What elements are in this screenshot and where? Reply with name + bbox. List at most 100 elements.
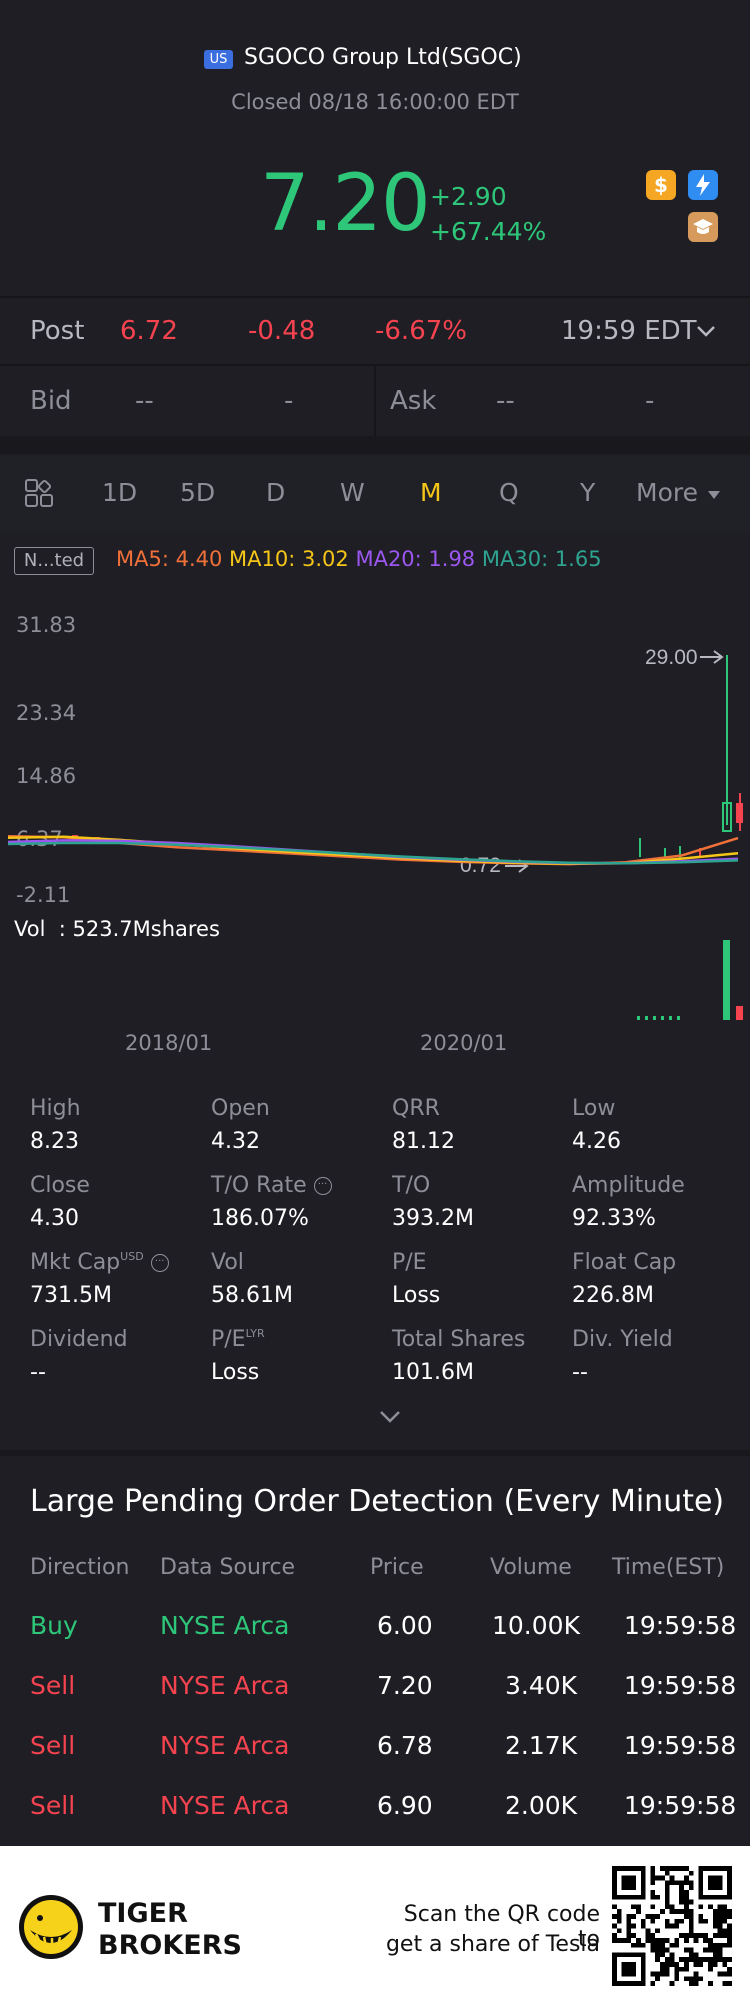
lightning-icon[interactable] — [688, 170, 718, 200]
ma20-label: MA20: 1.98 — [355, 547, 476, 571]
volume-bar — [653, 1016, 656, 1020]
bid-ask-row: Bid -- - Ask -- - — [0, 366, 750, 436]
quote-header: US SGOCO Group Ltd(SGOC) Closed 08/18 16… — [0, 0, 750, 296]
stat-open: Open 4.32 — [211, 1096, 270, 1154]
scan-caption-2: get a share of Tesla — [385, 1932, 600, 1957]
col-time: Time(EST) — [612, 1555, 725, 1580]
y-tick-label: 31.83 — [16, 613, 77, 637]
stat-qrr: QRR 81.12 — [392, 1096, 455, 1154]
order-row: Buy NYSE Arca 6.00 10.00K 19:59:58 — [30, 1611, 737, 1640]
post-price: 6.72 — [120, 316, 178, 346]
volume-bar — [669, 1016, 672, 1020]
market-status: Closed 08/18 16:00:00 EDT — [231, 90, 519, 114]
stat-pe: P/E Loss — [392, 1250, 441, 1308]
y-tick-label: 14.86 — [16, 764, 77, 788]
volume-bar — [677, 1016, 680, 1020]
brand-line-2: BROKERS — [98, 1930, 242, 1961]
bid-label: Bid — [30, 386, 72, 416]
brand-line-1: TIGER — [98, 1898, 188, 1929]
stat-amplitude: Amplitude 92.33% — [572, 1173, 685, 1231]
low-marker-label: 0.72 — [460, 854, 501, 877]
stat-low: Low 4.26 — [572, 1096, 621, 1154]
lyr-superscript: LYR — [245, 1327, 265, 1340]
period-tabs: 1D 5D D W M Q Y More — [0, 456, 750, 532]
col-direction: Direction — [30, 1555, 130, 1580]
high-marker-arrow — [700, 650, 724, 664]
x-tick-label: 2018/01 — [125, 1031, 213, 1055]
ask-label: Ask — [390, 386, 437, 416]
candle — [722, 802, 732, 832]
tab-w[interactable]: W — [340, 478, 365, 507]
bid-size: - — [284, 386, 294, 416]
tiger-brokers-logo-icon — [19, 1895, 83, 1959]
post-market-row[interactable]: Post 6.72 -0.48 -6.67% 19:59 EDT — [0, 298, 750, 364]
tab-more[interactable]: More — [636, 478, 698, 507]
stat-to-rate[interactable]: T/O Rate ··· 186.07% — [211, 1173, 381, 1231]
y-tick-label: 23.34 — [16, 701, 77, 725]
y-tick-label: 6.37 — [16, 827, 63, 851]
chevron-down-icon[interactable] — [696, 324, 716, 338]
stat-vol: Vol 58.61M — [211, 1250, 293, 1308]
price-plot: 29.00 0.72 — [7, 646, 743, 877]
post-change: -0.48 — [248, 316, 316, 346]
tab-5d[interactable]: 5D — [180, 478, 216, 507]
ask-size: - — [645, 386, 655, 416]
tab-d[interactable]: D — [266, 478, 286, 507]
scan-caption-1: Scan the QR code to — [403, 1902, 600, 1952]
stat-high: High 8.23 — [30, 1096, 81, 1154]
market-badge: US — [204, 50, 233, 69]
y-tick-label: -2.11 — [16, 883, 71, 907]
kline-chart[interactable]: N...ted MA5: 4.40 MA10: 3.02 MA20: 1.98 … — [0, 535, 750, 1065]
volume-bar — [736, 1006, 743, 1020]
stat-mkt-cap[interactable]: Mkt CapUSD ··· 731.5M — [30, 1250, 200, 1308]
stat-div-yield: Div. Yield -- — [572, 1327, 673, 1385]
promo-footer: TIGER BROKERS Scan the QR code to get a … — [0, 1846, 750, 2007]
ma10-label: MA10: 3.02 — [229, 547, 349, 571]
large-orders-panel: Large Pending Order Detection (Every Min… — [0, 1456, 750, 1836]
stat-dividend: Dividend -- — [30, 1327, 128, 1385]
ma-legend: MA5: 4.40 MA10: 3.02 MA20: 1.98 MA30: 1.… — [116, 547, 602, 571]
order-row: Sell NYSE Arca 6.78 2.17K 19:59:58 — [30, 1731, 737, 1760]
volume-bar — [645, 1016, 648, 1020]
tab-1d[interactable]: 1D — [102, 478, 138, 507]
dollar-icon[interactable]: $ — [646, 170, 676, 200]
more-info-icon[interactable]: ··· — [313, 1177, 332, 1195]
qr-code-icon[interactable] — [612, 1866, 732, 1986]
volume-bar — [661, 1016, 664, 1020]
ma5-label: MA5: 4.40 — [116, 547, 223, 571]
more-info-icon[interactable]: ··· — [150, 1254, 169, 1272]
post-label: Post — [30, 316, 85, 346]
last-price: 7.20 — [260, 159, 431, 249]
stock-title: SGOCO Group Ltd(SGOC) — [244, 45, 522, 70]
expand-chevron-icon[interactable] — [378, 1409, 402, 1425]
education-icon[interactable] — [688, 212, 718, 242]
bid-price: -- — [135, 386, 154, 416]
high-marker-label: 29.00 — [645, 646, 698, 669]
stat-pe-lyr: P/ELYR Loss — [211, 1327, 265, 1385]
currency-superscript: USD — [120, 1250, 144, 1263]
indicator-selector[interactable]: N...ted — [14, 547, 94, 575]
x-tick-label: 2020/01 — [420, 1031, 508, 1055]
stat-float-cap: Float Cap 226.8M — [572, 1250, 677, 1308]
order-row: Sell NYSE Arca 7.20 3.40K 19:59:58 — [30, 1671, 737, 1700]
col-data-source: Data Source — [160, 1555, 296, 1580]
price-change-percent: +67.44% — [430, 217, 547, 246]
layout-grid-icon[interactable] — [24, 478, 54, 508]
col-volume: Volume — [490, 1555, 572, 1580]
bid-ask-divider — [374, 366, 376, 436]
ask-price: -- — [496, 386, 515, 416]
caret-down-icon[interactable] — [707, 490, 721, 500]
stat-to: T/O 393.2M — [392, 1173, 474, 1231]
stat-total-shares: Total Shares 101.6M — [392, 1327, 526, 1385]
stat-close: Close 4.30 — [30, 1173, 90, 1231]
tab-q[interactable]: Q — [499, 478, 519, 507]
volume-plot — [637, 940, 743, 1020]
post-change-percent: -6.67% — [375, 316, 467, 346]
tab-y[interactable]: Y — [580, 478, 596, 507]
ma-lines — [7, 834, 739, 866]
ma-series-line — [7, 841, 739, 865]
ma30-label: MA30: 1.65 — [481, 547, 602, 571]
volume-bar — [723, 940, 730, 1020]
post-time: 19:59 EDT — [561, 316, 697, 346]
tab-m[interactable]: M — [420, 478, 442, 507]
